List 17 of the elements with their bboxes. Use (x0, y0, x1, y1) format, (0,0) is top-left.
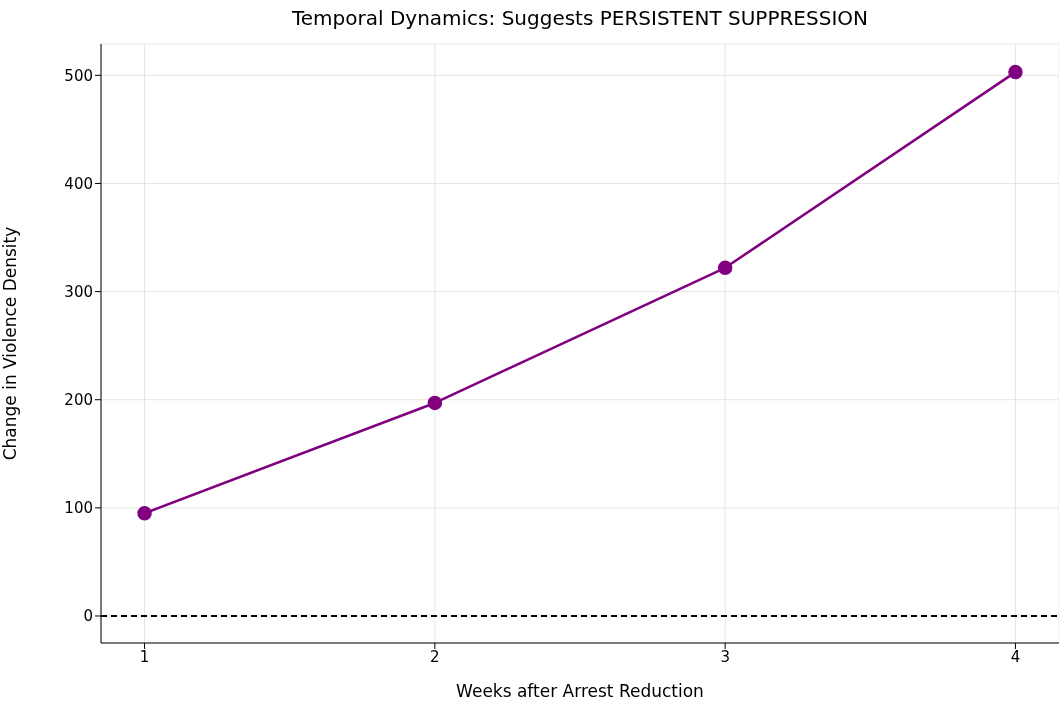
point (137, 506, 152, 521)
x-tick-label: 1 (139, 647, 150, 666)
y-tick-label: 200 (64, 391, 93, 410)
y-tick-label: 300 (64, 282, 93, 301)
x-tick-label: 4 (1010, 647, 1021, 666)
y-tick-label: 400 (64, 174, 93, 193)
y-tick-label: 500 (64, 66, 93, 85)
y-tick-label: 0 (83, 607, 93, 626)
chart-title: Temporal Dynamics: Suggests PERSISTENT SUPPRESSION (291, 6, 869, 30)
x-tick-label: 2 (430, 647, 440, 666)
point (427, 395, 443, 411)
y-axis-title: Change in Violence Density (0, 226, 21, 461)
x-axis-title: Weeks after Arrest Reduction (456, 681, 704, 701)
point (717, 260, 733, 276)
y-tick-label: 100 (64, 499, 93, 518)
x-tick-label: 3 (720, 647, 730, 666)
point (1008, 64, 1023, 80)
